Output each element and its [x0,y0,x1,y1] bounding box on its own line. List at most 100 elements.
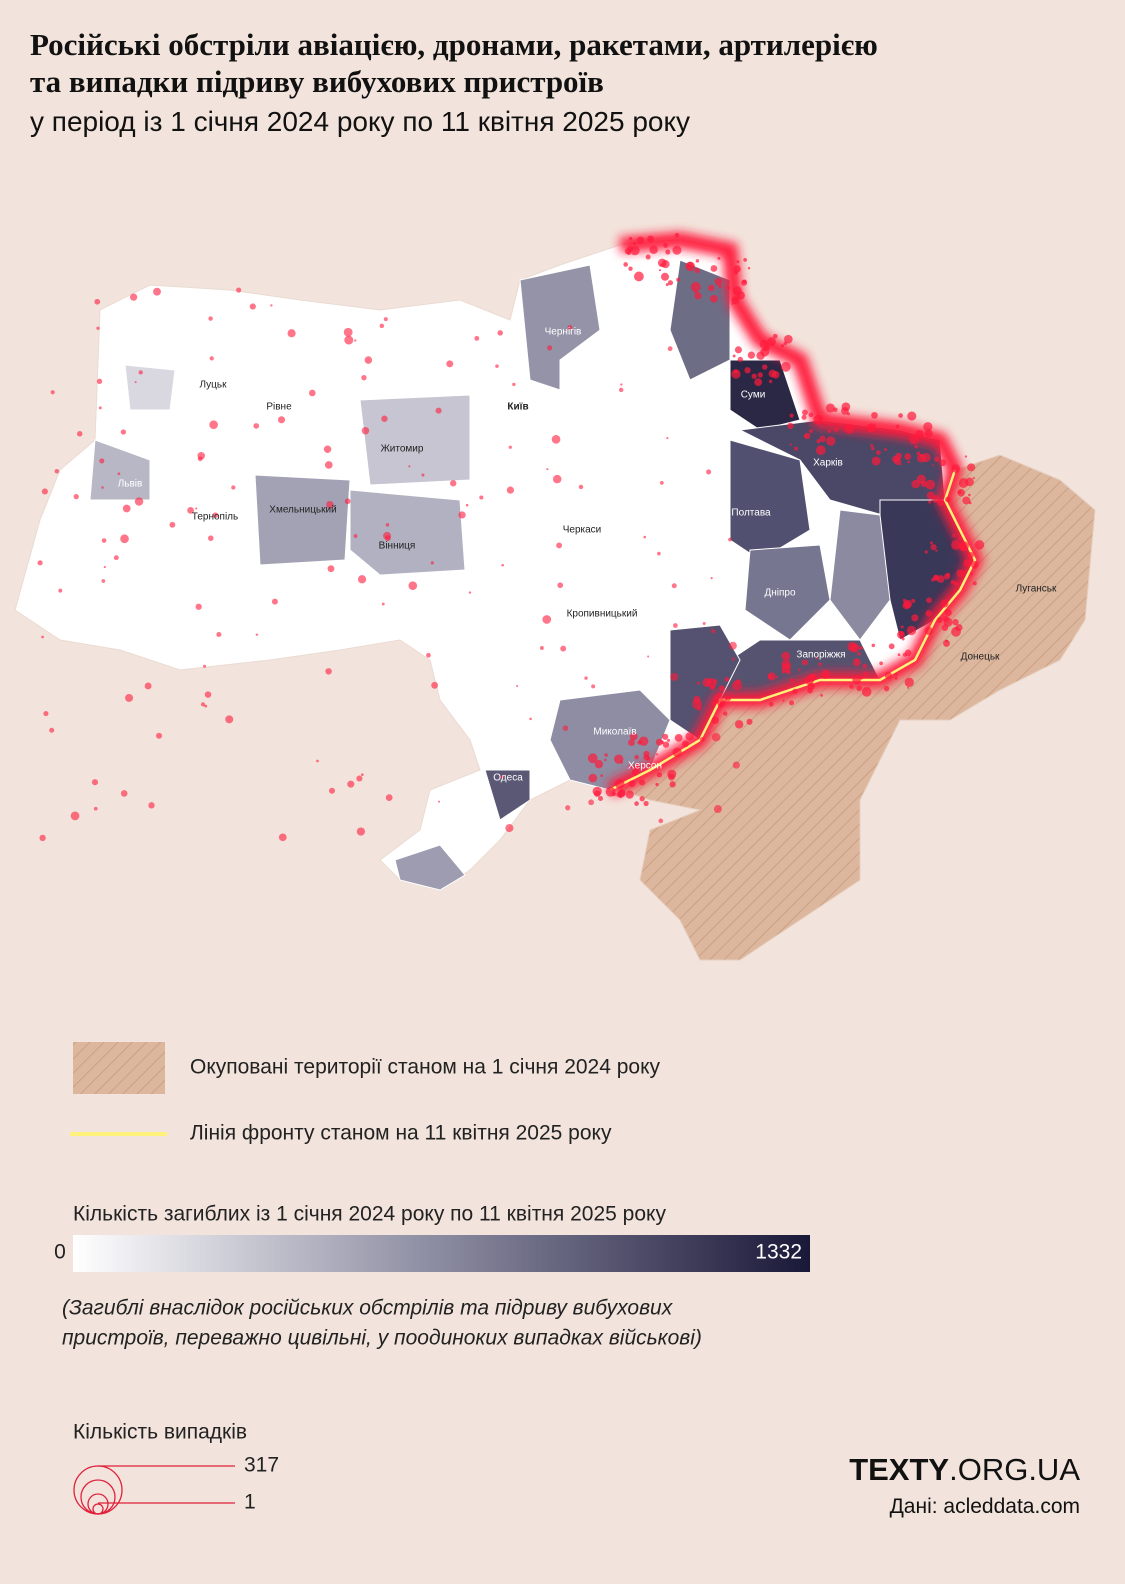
event-dot [939,459,947,467]
event-dot [287,329,296,338]
event-dot [827,429,832,433]
event-dot [794,446,798,451]
map: Луцьк Рівне Житомир Київ Чернігів Суми Х… [14,231,1096,961]
event-dot [850,643,860,653]
event-dot [707,284,715,292]
title: Російські обстріли авіацією, дронами, ра… [30,27,878,62]
event-dot [144,682,152,690]
event-dot [798,668,801,671]
event-dot [58,588,63,593]
event-dot [324,461,333,469]
event-dot [667,280,674,286]
city-label: Рівне [266,402,292,413]
event-dot [426,652,431,658]
event-dot [208,535,214,541]
event-dot [958,536,963,541]
event-dot [967,552,974,559]
event-dot [711,716,720,725]
event-dot [647,235,655,243]
event-dot [361,427,370,435]
event-dot [808,412,814,418]
event-dot [449,480,457,487]
event-dot [782,699,785,702]
event-dot [916,451,921,456]
event-dot [316,759,319,763]
event-dot [50,390,55,395]
event-dot [628,764,633,769]
city-label: Харків [813,458,843,469]
event-dot [754,378,763,387]
event-dot [746,718,753,725]
event-dot [803,434,807,438]
event-dot [844,423,855,434]
legend-note: (Загиблі внаслідок російських обстрілів … [62,1297,674,1320]
event-dot [435,407,442,414]
event-dot [187,506,195,514]
event-dot [906,625,917,636]
event-dot [663,243,669,248]
event-dot [974,540,985,550]
event-dot [734,720,744,729]
event-dot [871,411,878,419]
event-dot [203,664,207,668]
event-dot [943,639,950,647]
event-dot [633,763,641,771]
city-label: Житомир [381,444,424,455]
event-dot [972,477,975,480]
city-label: Донецьк [961,652,1000,663]
city-label: Хмельницький [269,505,336,516]
event-dot [379,323,385,329]
event-dot [354,339,357,342]
brand-main: TEXTY [849,1452,949,1487]
scale-max: 1332 [755,1241,802,1264]
event-dot [670,672,679,681]
event-dot [578,484,584,490]
event-dot [253,423,260,429]
event-dot [649,245,658,255]
event-dot [710,628,716,634]
city-label: Полтава [731,508,771,519]
event-dot [231,485,236,490]
event-dot [826,436,836,446]
event-dot [895,452,902,460]
event-dot [841,407,849,415]
event-dot [935,549,938,552]
event-dot [438,800,441,803]
city-labels: Луцьк Рівне Житомир Київ Чернігів Суми Х… [118,327,1057,784]
event-dot [385,794,393,801]
event-dot [671,583,677,589]
event-dot [968,493,971,497]
event-dot [915,429,924,439]
event-dot [41,488,48,495]
event-dot [356,827,365,836]
event-dot [117,472,121,476]
event-dot [952,618,959,626]
event-dot [969,572,973,576]
event-dot [195,603,202,610]
title: та випадки підриву вибухових пристроїв [30,64,604,99]
event-dot [113,555,119,561]
event-dot [685,732,694,741]
event-dot [665,283,669,287]
event-dot [39,834,46,842]
event-dot [667,346,673,352]
event-dot [661,272,670,281]
event-dot [669,781,676,788]
event-dot [658,818,664,824]
event-dot [713,694,719,701]
event-dot [927,500,932,504]
event-dot [628,266,633,271]
event-dot [551,435,561,444]
event-dot [732,354,736,358]
event-dot [926,491,935,500]
event-dot [659,481,664,485]
event-dot [255,633,259,636]
event-dot [747,267,751,270]
event-dot [216,632,222,638]
event-dot [620,383,623,386]
event-dot [924,429,933,438]
event-dot [343,327,353,337]
event-dot [696,681,700,685]
event-dot [816,439,821,444]
event-dot [98,406,102,410]
